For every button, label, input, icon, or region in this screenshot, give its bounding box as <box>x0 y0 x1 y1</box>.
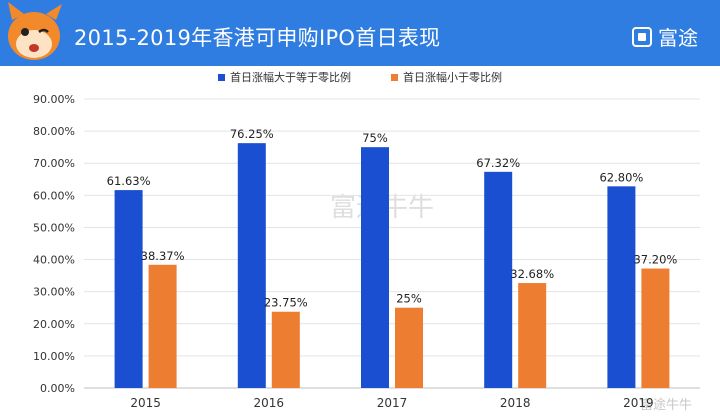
bar-up <box>607 186 636 388</box>
bar-down <box>518 283 547 388</box>
legend-item-down: 首日涨幅小于零比例 <box>391 69 502 85</box>
y-tick-label: 0.00% <box>40 382 75 395</box>
data-label: 37.20% <box>633 253 677 267</box>
bar-down <box>271 311 300 388</box>
chart-header: 2015-2019年香港可申购IPO首日表现 富途 <box>0 0 720 66</box>
bar-up <box>361 147 389 388</box>
bar-chart: 富途牛牛 富途牛牛 0.00%10.00%20.00%30.00%40.00%5… <box>33 93 700 413</box>
x-tick-label: 2019 <box>623 396 654 410</box>
legend-label-up: 首日涨幅大于等于零比例 <box>230 71 351 84</box>
y-tick-label: 70.00% <box>33 157 75 170</box>
x-tick-label: 2018 <box>500 396 531 410</box>
y-tick-label: 30.00% <box>33 286 75 299</box>
bar-up <box>114 190 143 388</box>
data-label: 25% <box>396 292 422 306</box>
x-tick-label: 2016 <box>254 396 285 410</box>
legend-swatch-up <box>218 73 225 81</box>
bar-up <box>484 171 513 388</box>
brand-icon <box>632 26 652 47</box>
y-tick-label: 60.00% <box>33 189 75 202</box>
x-tick-label: 2017 <box>377 396 408 410</box>
y-tick-label: 50.00% <box>33 221 75 234</box>
legend-item-up: 首日涨幅大于等于零比例 <box>218 69 351 85</box>
chart-title: 2015-2019年香港可申购IPO首日表现 <box>74 26 441 50</box>
y-tick-label: 20.00% <box>33 318 75 331</box>
mascot-icon <box>8 2 62 60</box>
y-tick-label: 90.00% <box>33 93 75 106</box>
data-label: 61.63% <box>107 174 151 188</box>
brand-name: 富途 <box>658 26 698 50</box>
data-label: 67.32% <box>476 156 520 170</box>
bar-down <box>148 264 177 388</box>
data-label: 76.25% <box>230 127 274 141</box>
legend-swatch-down <box>391 73 398 81</box>
bar-down <box>641 268 670 388</box>
x-tick-label: 2015 <box>130 396 161 410</box>
y-tick-label: 40.00% <box>33 254 75 267</box>
data-label: 62.80% <box>599 170 643 184</box>
y-tick-label: 10.00% <box>33 350 75 363</box>
data-label: 32.68% <box>510 267 554 281</box>
data-label: 75% <box>362 131 388 145</box>
corner-watermark: 富途牛牛 <box>640 397 692 413</box>
bar-down <box>395 307 423 388</box>
data-label: 23.75% <box>264 296 308 310</box>
brand-logo: 富途 <box>632 22 698 51</box>
chart-legend: 首日涨幅大于等于零比例 首日涨幅小于零比例 <box>0 69 720 85</box>
data-label: 38.37% <box>141 249 185 263</box>
y-tick-label: 80.00% <box>33 125 75 138</box>
legend-label-down: 首日涨幅小于零比例 <box>403 71 502 84</box>
bar-up <box>237 143 266 388</box>
